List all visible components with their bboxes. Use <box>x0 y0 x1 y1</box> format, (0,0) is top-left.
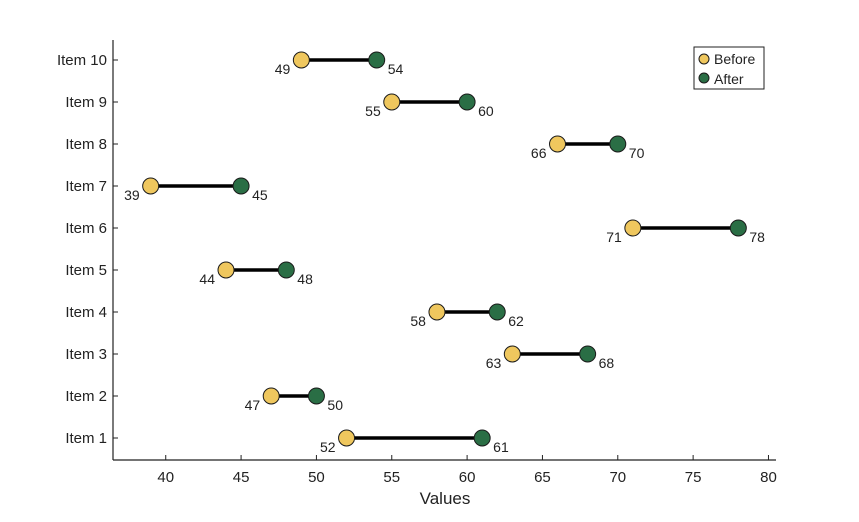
value-label-before: 63 <box>486 355 502 371</box>
point-before <box>338 429 356 447</box>
point-after <box>473 429 491 447</box>
value-label-before: 55 <box>365 103 381 119</box>
x-tick-label: 50 <box>308 469 325 486</box>
y-tick-label: Item 9 <box>65 94 107 111</box>
x-tick-label: 65 <box>534 469 551 486</box>
value-label-before: 52 <box>320 439 336 455</box>
legend-marker-before <box>698 53 710 65</box>
axes: 40 45 50 55 60 65 70 75 80 Item 1 Item 2 Item 3 Item… <box>57 40 777 486</box>
value-labels: 52 61 47 50 63 68 58 62 44 48 71 78 39 45 66 70 55 60 49 54 <box>124 61 765 455</box>
point-before <box>549 135 567 153</box>
point-after <box>488 303 506 321</box>
point-after <box>277 261 295 279</box>
x-axis-title: Values <box>420 489 471 508</box>
value-label-before: 44 <box>199 271 215 287</box>
y-tick-label: Item 8 <box>65 136 107 153</box>
value-label-after: 50 <box>327 397 343 413</box>
point-before <box>217 261 235 279</box>
x-tick-label: 80 <box>760 469 777 486</box>
y-tick-label: Item 3 <box>65 346 107 363</box>
y-tick-label: Item 4 <box>65 304 107 321</box>
legend-label-before: Before <box>714 51 755 67</box>
point-before <box>262 387 280 405</box>
legend: Before After <box>693 46 765 90</box>
point-before <box>428 303 446 321</box>
value-label-before: 49 <box>275 61 291 77</box>
y-tick-label: Item 1 <box>65 430 107 447</box>
x-tick-label: 70 <box>609 469 626 486</box>
point-after <box>579 345 597 363</box>
x-tick-label: 55 <box>383 469 400 486</box>
x-tick-label: 60 <box>459 469 476 486</box>
data-points <box>142 51 747 447</box>
value-label-after: 70 <box>629 145 645 161</box>
y-tick-label: Item 7 <box>65 178 107 195</box>
value-label-before: 58 <box>410 313 426 329</box>
value-label-after: 60 <box>478 103 494 119</box>
y-tick-label: Item 5 <box>65 262 107 279</box>
value-label-after: 54 <box>388 61 404 77</box>
point-before <box>624 219 642 237</box>
x-tick-label: 40 <box>157 469 174 486</box>
value-label-after: 45 <box>252 187 268 203</box>
point-before <box>503 345 521 363</box>
value-label-after: 68 <box>599 355 615 371</box>
x-tick-label: 75 <box>685 469 702 486</box>
y-tick-label: Item 10 <box>57 52 107 69</box>
legend-label-after: After <box>714 71 744 87</box>
point-after <box>368 51 386 69</box>
value-label-before: 71 <box>606 229 622 245</box>
point-before <box>142 177 160 195</box>
y-tick-label: Item 6 <box>65 220 107 237</box>
value-label-after: 48 <box>297 271 313 287</box>
value-label-after: 62 <box>508 313 524 329</box>
value-label-before: 66 <box>531 145 547 161</box>
legend-marker-after <box>698 72 710 84</box>
point-after <box>458 93 476 111</box>
y-tick-label: Item 2 <box>65 388 107 405</box>
x-tick-label: 45 <box>233 469 250 486</box>
value-label-after: 61 <box>493 439 509 455</box>
value-label-before: 47 <box>245 397 261 413</box>
point-before <box>292 51 310 69</box>
point-after <box>307 387 325 405</box>
point-before <box>383 93 401 111</box>
point-after <box>609 135 627 153</box>
point-after <box>729 219 747 237</box>
value-label-before: 39 <box>124 187 140 203</box>
value-label-after: 78 <box>749 229 765 245</box>
connector-lines <box>150 58 739 440</box>
point-after <box>232 177 250 195</box>
